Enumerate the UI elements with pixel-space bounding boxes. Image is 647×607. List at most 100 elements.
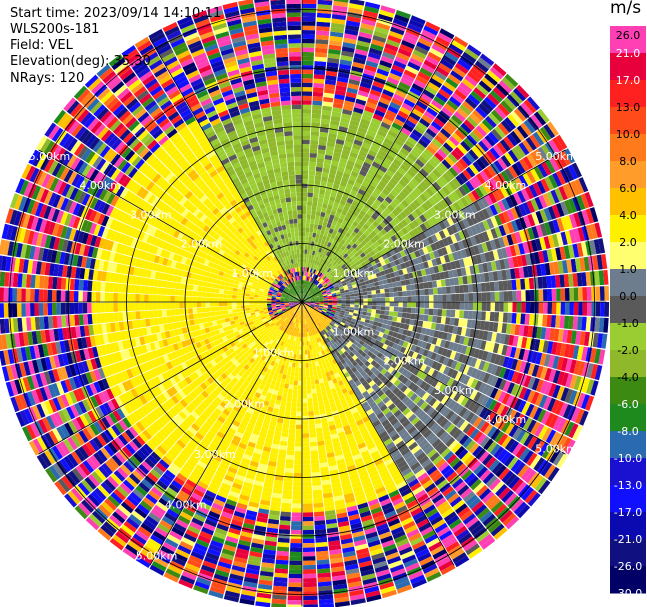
velocity-gate [368, 279, 374, 284]
velocity-gate [418, 138, 429, 148]
velocity-gate [289, 424, 296, 430]
velocity-gate [310, 241, 315, 247]
velocity-gate [313, 82, 324, 89]
velocity-gate [354, 135, 365, 142]
velocity-gate [498, 487, 511, 500]
velocity-gate [276, 550, 289, 557]
velocity-gate [315, 47, 328, 54]
velocity-gate [372, 80, 385, 89]
velocity-gate [372, 376, 380, 384]
velocity-gate [378, 165, 388, 173]
velocity-gate [519, 415, 529, 429]
velocity-gate [345, 321, 351, 326]
velocity-gate [293, 481, 302, 487]
velocity-gate [436, 316, 442, 324]
velocity-gate [435, 191, 444, 201]
velocity-gate [287, 366, 292, 372]
velocity-gate [315, 427, 323, 433]
velocity-gate [378, 331, 384, 338]
velocity-gate [358, 150, 368, 158]
velocity-gate [409, 202, 418, 211]
velocity-gate [348, 333, 354, 338]
velocity-gate [370, 360, 377, 367]
velocity-gate [512, 427, 523, 440]
velocity-gate [396, 213, 404, 222]
velocity-gate [281, 396, 287, 402]
velocity-gate [336, 81, 348, 88]
velocity-gate [348, 312, 354, 316]
velocity-gate [306, 303, 311, 306]
velocity-gate [294, 464, 302, 469]
velocity-gate [371, 309, 377, 314]
velocity-gate [437, 148, 448, 159]
velocity-gate [322, 317, 327, 322]
velocity-gate [446, 377, 455, 387]
velocity-gate [316, 206, 322, 212]
velocity-gate [451, 92, 465, 104]
velocity-gate [344, 289, 350, 293]
velocity-gate [403, 387, 412, 396]
velocity-gate [330, 287, 335, 291]
velocity-gate [290, 371, 295, 377]
velocity-gate [439, 324, 445, 332]
velocity-gate [589, 348, 597, 363]
velocity-gate [308, 174, 315, 180]
velocity-gate [391, 369, 398, 377]
velocity-gate [471, 319, 477, 329]
velocity-gate [554, 187, 564, 202]
velocity-gate [302, 69, 314, 75]
velocity-gate [307, 249, 310, 255]
velocity-gate [455, 431, 466, 443]
velocity-gate [298, 376, 302, 381]
velocity-gate [498, 80, 513, 94]
velocity-gate [393, 349, 400, 357]
velocity-gate [393, 270, 400, 277]
velocity-gate [518, 324, 525, 337]
velocity-gate [517, 504, 531, 519]
velocity-gate [280, 511, 291, 517]
velocity-gate [326, 291, 332, 294]
velocity-gate [302, 117, 311, 123]
velocity-gate [323, 249, 328, 255]
velocity-gate [333, 267, 338, 273]
velocity-gate [603, 269, 609, 285]
velocity-gate [494, 377, 503, 389]
velocity-gate [303, 266, 306, 272]
velocity-gate [490, 228, 498, 239]
velocity-gate [408, 357, 416, 366]
velocity-gate [325, 320, 331, 324]
velocity-gate [323, 231, 329, 237]
velocity-gate [302, 135, 310, 140]
velocity-gate [577, 227, 585, 242]
velocity-gate [461, 78, 476, 90]
velocity-gate [494, 125, 506, 139]
velocity-gate [415, 242, 422, 250]
velocity-gate [315, 288, 320, 292]
velocity-gate [407, 296, 412, 302]
velocity-gate [412, 359, 420, 368]
velocity-gate [281, 432, 289, 438]
velocity-gate [437, 32, 453, 43]
velocity-gate [346, 16, 361, 23]
velocity-gate [360, 261, 367, 267]
velocity-gate [440, 58, 454, 70]
velocity-gate [330, 233, 336, 240]
velocity-gate [493, 238, 501, 249]
velocity-gate [302, 104, 312, 110]
velocity-gate [403, 98, 416, 108]
velocity-gate [327, 247, 333, 253]
velocity-gate [353, 227, 360, 234]
velocity-gate [487, 131, 500, 144]
velocity-gate [436, 201, 446, 211]
velocity-gate [302, 56, 314, 61]
velocity-gate [321, 172, 329, 178]
velocity-gate [415, 75, 429, 85]
velocity-gate [482, 219, 491, 231]
velocity-gate [346, 244, 352, 250]
velocity-gate [514, 267, 521, 279]
velocity-gate [506, 94, 520, 108]
velocity-gate [371, 294, 377, 298]
velocity-gate [490, 261, 497, 271]
velocity-gate [411, 307, 416, 314]
velocity-gate [302, 455, 311, 460]
